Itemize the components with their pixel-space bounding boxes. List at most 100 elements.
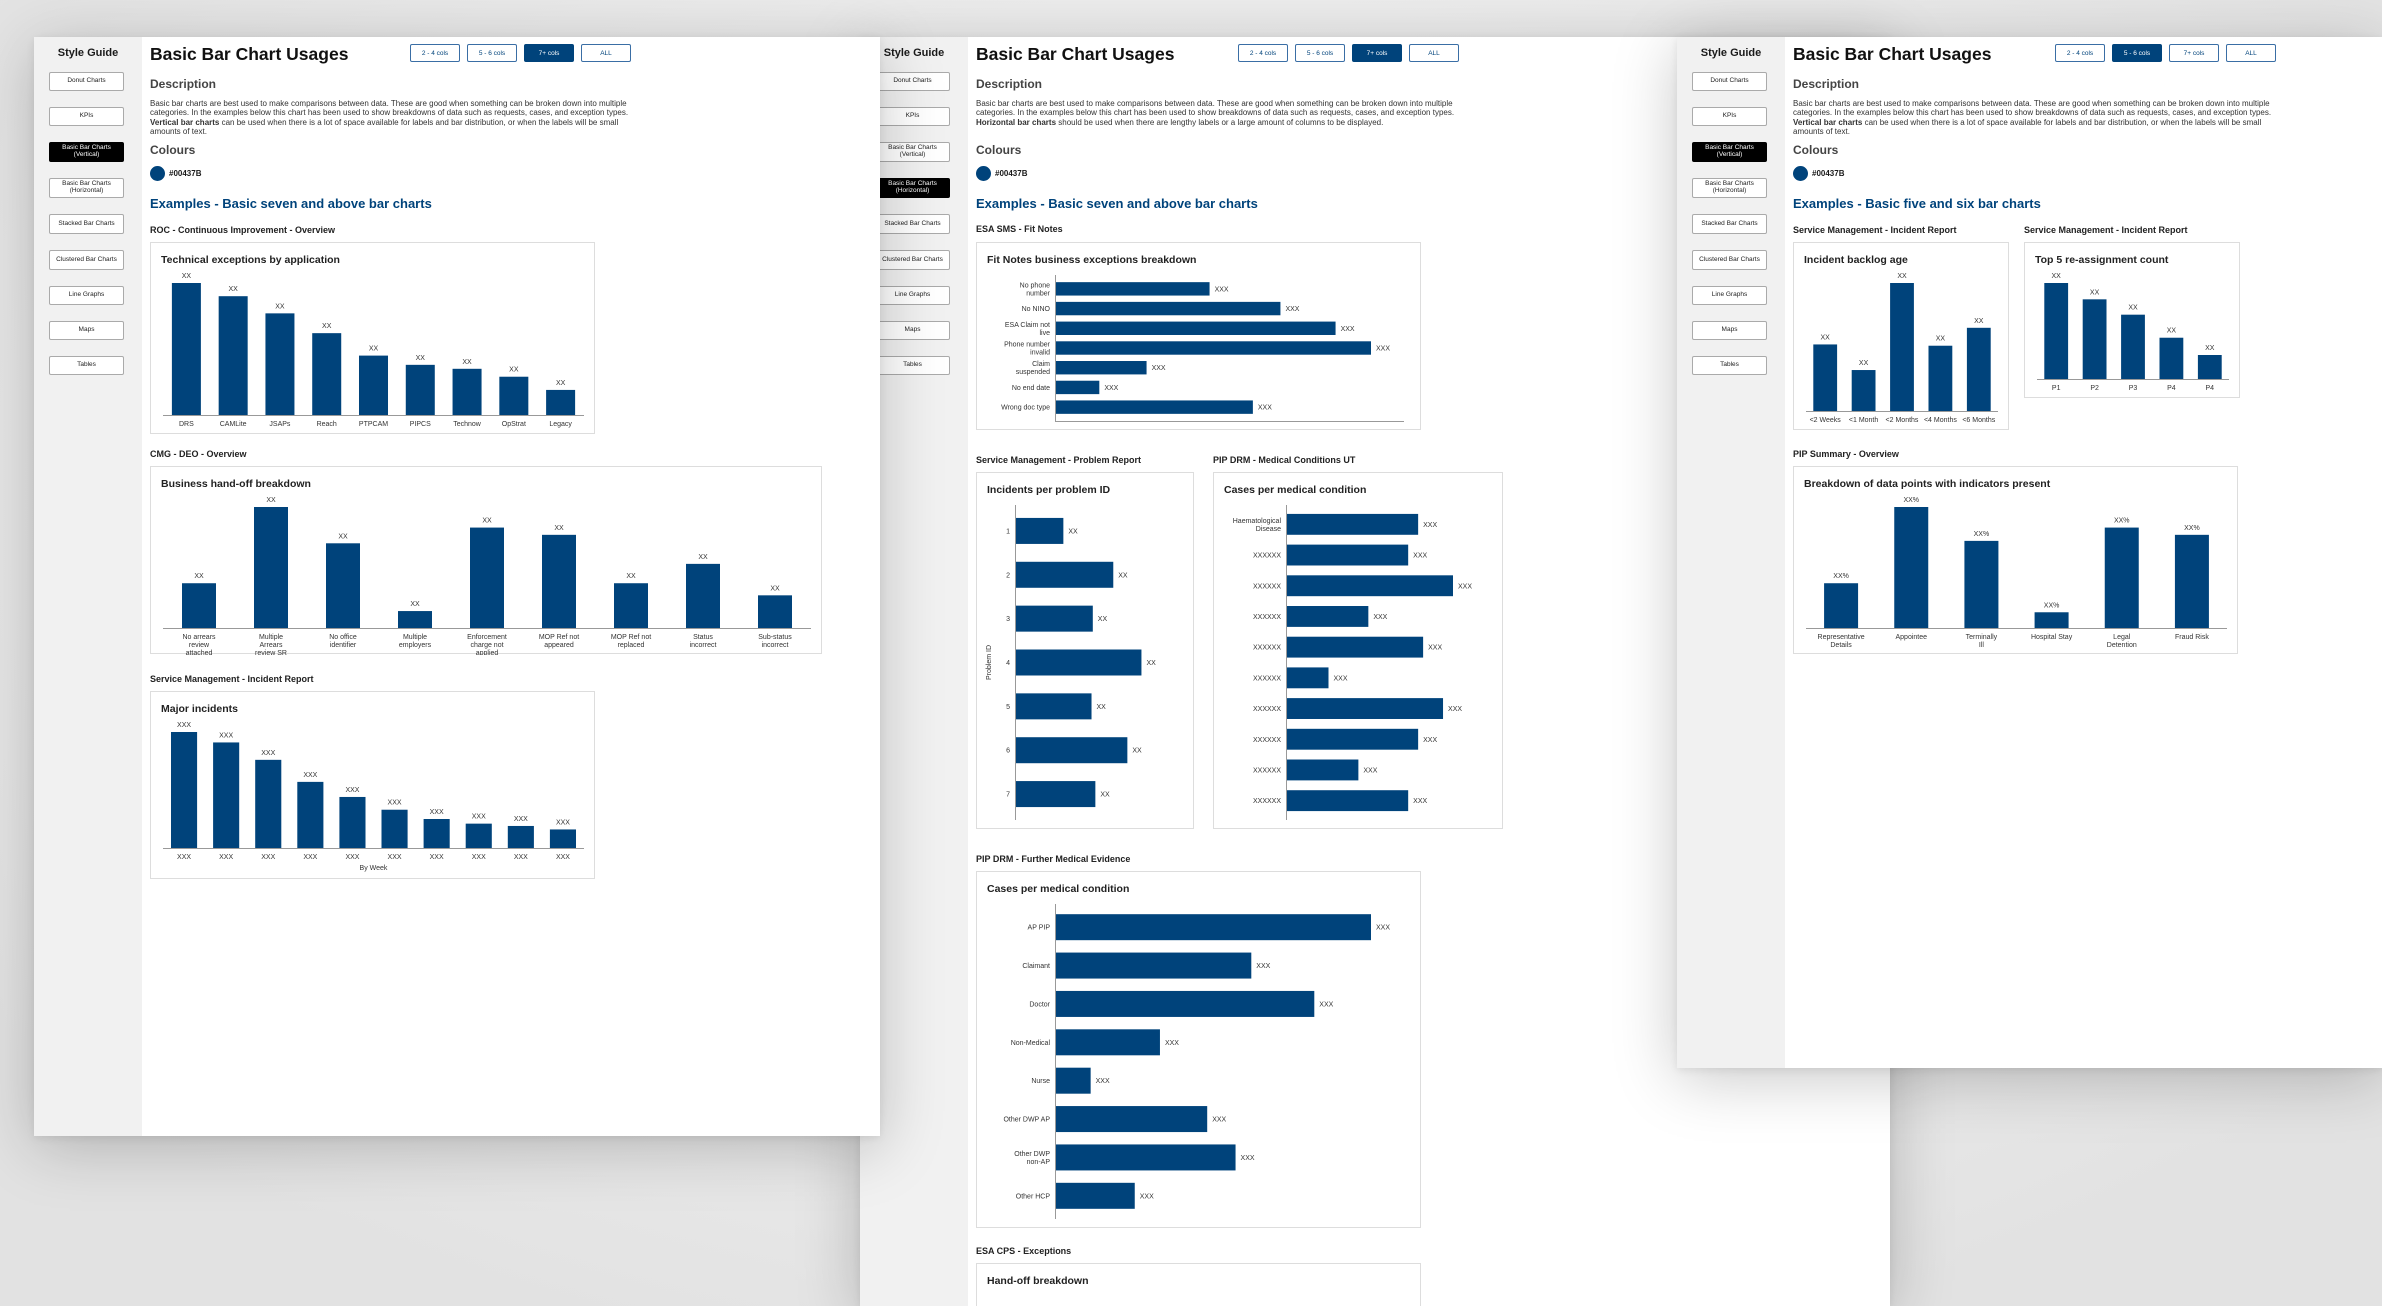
filter-button-5-6-cols[interactable]: 5 - 6 cols	[2112, 44, 2162, 62]
sidebar-item-stacked-bar-charts[interactable]: Stacked Bar Charts	[875, 214, 950, 234]
tick-label: XXXXXX	[1253, 553, 1281, 560]
chart-card-problem-id: Incidents per problem ID XX 1 XX 2 XX 3 XX 4 XX 5…	[976, 472, 1194, 829]
sidebar-item-stacked-bar-charts[interactable]: Stacked Bar Charts	[49, 214, 124, 234]
bar	[1287, 544, 1409, 566]
chart-medical-ut: XXXHaematologicalDiseaseXXXXXXXXXXXXXXXX…	[1233, 505, 1472, 820]
bar	[1056, 1182, 1135, 1209]
data-label: XX	[1097, 704, 1107, 711]
bar	[1851, 370, 1876, 411]
sidebar-item-line-graphs[interactable]: Line Graphs	[875, 286, 950, 305]
tick-label: suspended	[1016, 369, 1050, 376]
sidebar-item-line-graphs[interactable]: Line Graphs	[49, 286, 124, 305]
colours-heading: Colours	[150, 143, 196, 157]
sidebar-item-tables[interactable]: Tables	[1692, 356, 1767, 375]
tick-label: Terminally	[1966, 634, 1998, 641]
tick-label: Technow	[453, 421, 482, 428]
filter-button-2-4-cols[interactable]: 2 - 4 cols	[2055, 44, 2105, 62]
data-label: XXX	[1428, 645, 1442, 652]
bar	[1056, 301, 1281, 316]
data-label: XXX	[430, 809, 444, 816]
filter-button-all[interactable]: ALL	[1409, 44, 1459, 62]
filter-button-2-4-cols[interactable]: 2 - 4 cols	[1238, 44, 1288, 62]
sidebar-item-kpis[interactable]: KPIs	[1692, 107, 1767, 126]
bar	[1890, 283, 1914, 411]
data-label: XX	[626, 573, 636, 580]
data-label: XXX	[1423, 522, 1437, 529]
tick-label: 4	[1006, 660, 1010, 667]
bar	[452, 368, 482, 415]
chart-card-further-evidence: Cases per medical condition XXX AP PIP XXX…	[976, 871, 1421, 1228]
filter-button-7-cols[interactable]: 7+ cols	[2169, 44, 2219, 62]
sidebar-item-maps[interactable]: Maps	[1692, 321, 1767, 340]
data-label: XXX	[219, 732, 233, 739]
sidebar-item-clustered-bar-charts[interactable]: Clustered Bar Charts	[875, 250, 950, 270]
bar	[1824, 583, 1859, 628]
chart-title: Technical exceptions by application	[161, 254, 340, 266]
tick-label: Appointee	[1895, 634, 1927, 641]
data-label: XXX	[1448, 706, 1462, 713]
sidebar-item-maps[interactable]: Maps	[49, 321, 124, 340]
sidebar-item-donut-charts[interactable]: Donut Charts	[1692, 72, 1767, 91]
sidebar-item-basic-bar-charts-vertical[interactable]: Basic Bar Charts (Vertical)	[49, 142, 124, 162]
main-content: Basic Bar Chart Usages 2 - 4 cols 5 - 6 c…	[1793, 37, 2382, 1068]
bar	[1287, 759, 1359, 781]
data-label: XX	[509, 367, 519, 374]
tick-label: XXX	[303, 854, 317, 861]
tick-label: appeared	[544, 642, 574, 649]
sidebar-item-basic-bar-charts-horizontal[interactable]: Basic Bar Charts (Horizontal)	[1692, 178, 1767, 198]
bar	[1016, 693, 1092, 720]
bar	[171, 283, 201, 415]
sidebar-item-basic-bar-charts-vertical[interactable]: Basic Bar Charts (Vertical)	[875, 142, 950, 162]
sidebar-item-donut-charts[interactable]: Donut Charts	[49, 72, 124, 91]
sidebar-title: Style Guide	[883, 47, 945, 59]
filter-button-all[interactable]: ALL	[2226, 44, 2276, 62]
filter-button-5-6-cols[interactable]: 5 - 6 cols	[1295, 44, 1345, 62]
filter-button-7-cols[interactable]: 7+ cols	[524, 44, 574, 62]
sidebar-item-kpis[interactable]: KPIs	[49, 107, 124, 126]
filter-button-all[interactable]: ALL	[581, 44, 631, 62]
sidebar-item-clustered-bar-charts[interactable]: Clustered Bar Charts	[49, 250, 124, 270]
data-label: XX	[1821, 334, 1831, 341]
sidebar-item-tables[interactable]: Tables	[49, 356, 124, 375]
tick-label: MOP Ref not	[611, 634, 651, 641]
tick-label: P2	[2090, 385, 2099, 392]
data-label: XXX	[1341, 326, 1355, 333]
tick-label: <1 Month	[1849, 417, 1878, 424]
data-label: XX	[462, 359, 472, 366]
data-label: XXX	[1413, 798, 1427, 805]
filter-button-5-6-cols[interactable]: 5 - 6 cols	[467, 44, 517, 62]
filter-button-2-4-cols[interactable]: 2 - 4 cols	[410, 44, 460, 62]
data-label: XX	[2205, 345, 2215, 352]
sidebar-item-kpis[interactable]: KPIs	[875, 107, 950, 126]
bar	[381, 809, 408, 848]
data-label: XX	[194, 573, 204, 580]
chart-reassignment: XX P1 XX P2 XX P3 XX P4 XX P4	[2037, 273, 2229, 392]
tick-label: 1	[1006, 528, 1010, 535]
colours-heading: Colours	[976, 143, 1022, 157]
sidebar-item-basic-bar-charts-horizontal[interactable]: Basic Bar Charts (Horizontal)	[875, 178, 950, 198]
sidebar-item-line-graphs[interactable]: Line Graphs	[1692, 286, 1767, 305]
sidebar-item-maps[interactable]: Maps	[875, 321, 950, 340]
data-label: XX	[416, 355, 426, 362]
data-label: XX	[556, 380, 566, 387]
sidebar-item-tables[interactable]: Tables	[875, 356, 950, 375]
y-axis-label: Problem ID	[986, 645, 993, 680]
chart-title: Major incidents	[161, 703, 239, 715]
data-label: XX	[1100, 792, 1110, 799]
tick-label: review SR	[255, 650, 287, 655]
sidebar-item-basic-bar-charts-horizontal[interactable]: Basic Bar Charts (Horizontal)	[49, 178, 124, 198]
sidebar-item-basic-bar-charts-vertical[interactable]: Basic Bar Charts (Vertical)	[1692, 142, 1767, 162]
bar	[1966, 327, 1991, 411]
tick-label: XXXXXX	[1253, 645, 1281, 652]
sidebar-item-stacked-bar-charts[interactable]: Stacked Bar Charts	[1692, 214, 1767, 234]
section-title: PIP DRM - Medical Conditions UT	[1213, 455, 1356, 465]
sidebar-item-donut-charts[interactable]: Donut Charts	[875, 72, 950, 91]
filter-button-7-cols[interactable]: 7+ cols	[1352, 44, 1402, 62]
bar	[1016, 517, 1064, 544]
bar	[1287, 636, 1424, 658]
bar	[1287, 790, 1409, 812]
sidebar-item-clustered-bar-charts[interactable]: Clustered Bar Charts	[1692, 250, 1767, 270]
sidebar-title: Style Guide	[57, 47, 119, 59]
bar	[542, 534, 576, 628]
